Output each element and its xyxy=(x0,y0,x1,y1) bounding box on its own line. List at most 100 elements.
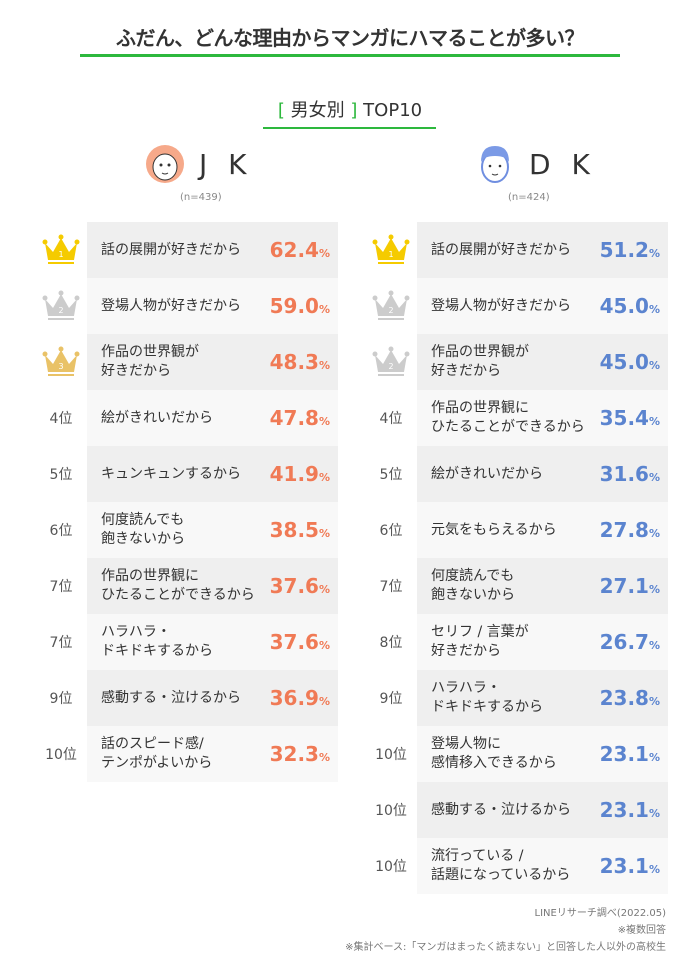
bracket-open: [ xyxy=(277,100,285,121)
ranking-cell: 絵がきれいだから 31.6% xyxy=(417,446,668,502)
rank-label: 5位 xyxy=(49,467,73,483)
percent-unit: % xyxy=(648,415,660,428)
reason-label: セリフ / 言葉が 好きだから xyxy=(431,624,529,659)
crown-silver-icon: 2 xyxy=(35,278,87,334)
subtitle: [ 男女別 ] TOP10 xyxy=(0,96,700,122)
reason-label: 作品の世界観に ひたることができるから xyxy=(431,400,585,435)
percent-unit: % xyxy=(648,583,660,596)
percent-unit: % xyxy=(648,359,660,372)
percentage-value: 38.5 xyxy=(269,518,319,542)
rank-label: 6位 xyxy=(49,523,73,539)
percent-unit: % xyxy=(318,527,330,540)
reason-label: 登場人物が好きだから xyxy=(101,297,241,314)
percent-unit: % xyxy=(318,583,330,596)
percent-unit: % xyxy=(318,415,330,428)
percentage: 32.3% xyxy=(270,742,330,766)
rank-label: 9位 xyxy=(49,691,73,707)
ranking-cell: 感動する・泣けるから 36.9% xyxy=(87,670,338,726)
ranking-cell: 作品の世界観に ひたることができるから 37.6% xyxy=(87,558,338,614)
svg-text:2: 2 xyxy=(58,306,63,315)
percentage-value: 23.1 xyxy=(599,742,649,766)
percentage-value: 23.1 xyxy=(599,854,649,878)
page-title: ふだん、どんな理由からマンガにハマることが多い？ xyxy=(116,26,585,50)
percentage-value: 35.4 xyxy=(599,406,649,430)
percentage-value: 36.9 xyxy=(269,686,319,710)
reason-label: 感動する・泣けるから xyxy=(431,801,571,818)
percent-unit: % xyxy=(318,247,330,260)
ranking-cell: 登場人物に 感情移入できるから 23.1% xyxy=(417,726,668,782)
rank-label: 10位 xyxy=(375,747,407,763)
percent-unit: % xyxy=(648,247,660,260)
rank-label: 8位 xyxy=(379,635,403,651)
percent-unit: % xyxy=(318,751,330,764)
reason-label: 作品の世界観が 好きだから xyxy=(101,344,199,379)
rank-label: 4位 xyxy=(49,411,73,427)
ranking-cell: 絵がきれいだから 47.8% xyxy=(87,390,338,446)
ranking-cell: 話の展開が好きだから 51.2% xyxy=(417,222,668,278)
ranking-cell: ハラハラ・ ドキドキするから 23.8% xyxy=(417,670,668,726)
percentage: 41.9% xyxy=(270,462,330,486)
ranking-cell: 話の展開が好きだから 62.4% xyxy=(87,222,338,278)
reason-label: 何度読んでも 飽きないから xyxy=(431,568,515,603)
crown-gold-icon: 1 xyxy=(35,222,87,278)
percentage: 31.6% xyxy=(600,462,660,486)
girl-face-icon xyxy=(146,145,184,183)
svg-text:2: 2 xyxy=(388,362,393,371)
percentage: 26.7% xyxy=(600,630,660,654)
reason-label: 作品の世界観が 好きだから xyxy=(431,344,529,379)
rank-label: 10位 xyxy=(45,747,77,763)
rank-label: 6位 xyxy=(379,523,403,539)
svg-text:2: 2 xyxy=(388,306,393,315)
percentage: 37.6% xyxy=(270,630,330,654)
rank-label: 7位 xyxy=(49,579,73,595)
subtitle-text: 男女別 xyxy=(290,100,345,121)
reason-label: 何度読んでも 飽きないから xyxy=(101,512,185,547)
ranking-cell: 元気をもらえるから 27.8% xyxy=(417,502,668,558)
dk-sample-size: (n=424) xyxy=(508,192,550,203)
percentage-value: 51.2 xyxy=(599,238,649,262)
percent-unit: % xyxy=(318,639,330,652)
percentage: 47.8% xyxy=(270,406,330,430)
dk-label: D K xyxy=(529,147,596,181)
percentage-value: 45.0 xyxy=(599,350,649,374)
subtitle-underline xyxy=(263,127,436,129)
rank-label: 5位 xyxy=(379,467,403,483)
footnotes: LINEリサーチ調べ(2022.05) ※複数回答 ※集計ベース:「マンガはまっ… xyxy=(345,905,666,956)
percentage: 48.3% xyxy=(270,350,330,374)
crown-silver-icon: 2 xyxy=(365,334,417,390)
percentage-value: 23.8 xyxy=(599,686,649,710)
percentage: 27.8% xyxy=(600,518,660,542)
percentage: 36.9% xyxy=(270,686,330,710)
reason-label: 話の展開が好きだから xyxy=(431,241,571,258)
base-note: ※集計ベース:「マンガはまったく読まない」と回答した人以外の高校生 xyxy=(345,942,666,953)
svg-text:1: 1 xyxy=(388,250,393,259)
reason-label: 元気をもらえるから xyxy=(431,521,557,538)
percentage-value: 31.6 xyxy=(599,462,649,486)
ranking-cell: 作品の世界観が 好きだから 48.3% xyxy=(87,334,338,390)
crown-bronze-icon: 3 xyxy=(35,334,87,390)
percentage: 23.1% xyxy=(600,798,660,822)
percentage: 45.0% xyxy=(600,294,660,318)
percentage-value: 37.6 xyxy=(269,630,319,654)
percentage: 35.4% xyxy=(600,406,660,430)
svg-text:1: 1 xyxy=(58,250,63,259)
reason-label: 絵がきれいだから xyxy=(101,409,213,426)
rank-label: 7位 xyxy=(49,635,73,651)
ranking-cell: 登場人物が好きだから 59.0% xyxy=(87,278,338,334)
percentage: 45.0% xyxy=(600,350,660,374)
ranking-cell: キュンキュンするから 41.9% xyxy=(87,446,338,502)
percentage: 59.0% xyxy=(270,294,330,318)
percentage-value: 27.8 xyxy=(599,518,649,542)
percentage-value: 59.0 xyxy=(269,294,319,318)
percent-unit: % xyxy=(648,695,660,708)
percentage-value: 45.0 xyxy=(599,294,649,318)
percent-unit: % xyxy=(318,695,330,708)
ranking-cell: 何度読んでも 飽きないから 38.5% xyxy=(87,502,338,558)
percentage: 37.6% xyxy=(270,574,330,598)
ranking-cell: 感動する・泣けるから 23.1% xyxy=(417,782,668,838)
jk-label: J K xyxy=(199,147,253,181)
percent-unit: % xyxy=(318,303,330,316)
percent-unit: % xyxy=(648,527,660,540)
ranking-cell: セリフ / 言葉が 好きだから 26.7% xyxy=(417,614,668,670)
percent-unit: % xyxy=(318,359,330,372)
